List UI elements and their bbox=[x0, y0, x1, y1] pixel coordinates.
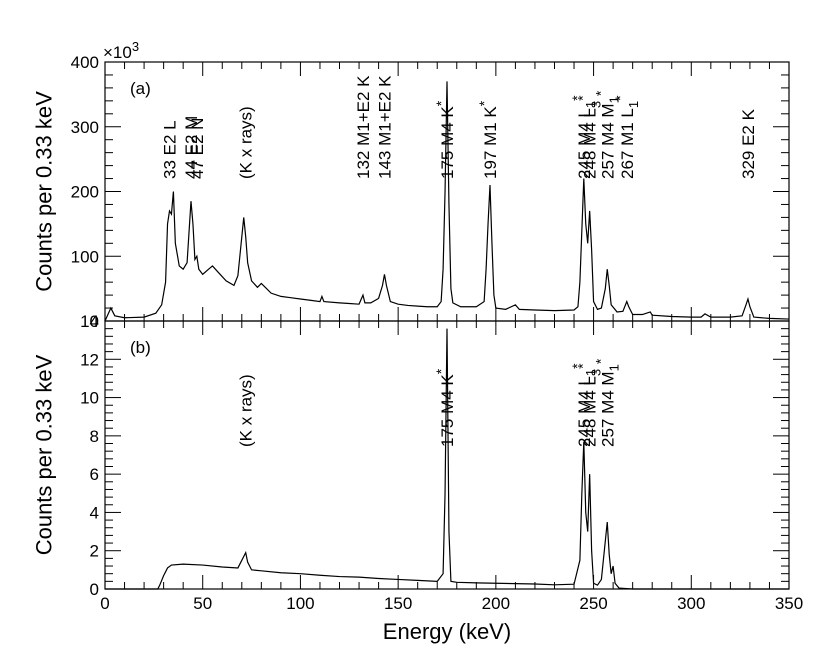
peak-label: 245 M4 L1* bbox=[569, 95, 598, 179]
y-tick-label: 4 bbox=[90, 503, 99, 522]
panel-b-frame bbox=[104, 320, 790, 590]
peak-label: (K x rays) bbox=[237, 106, 256, 179]
x-tick-label: 150 bbox=[384, 594, 412, 613]
axis-multiplier: ×103 bbox=[103, 39, 139, 62]
peak-label: 257 M4 M1* bbox=[592, 358, 621, 447]
y-tick-label: 10 bbox=[80, 389, 99, 408]
peak-label: 175 M4 K* bbox=[433, 368, 457, 447]
y-tick-label: 0 bbox=[90, 580, 99, 599]
y-tick-label: 8 bbox=[90, 427, 99, 446]
peak-label: 175 M4 K* bbox=[433, 100, 457, 179]
y-tick-label: 14 bbox=[80, 312, 99, 331]
peak-label: 47 E2 N bbox=[188, 118, 207, 179]
x-tick-label: 350 bbox=[775, 594, 803, 613]
panel-a-y-axis-title: Counts per 0.33 keV bbox=[32, 91, 57, 292]
peak-label: 44 E2 M bbox=[182, 116, 201, 179]
peak-label: 267 M1 L1* bbox=[612, 95, 641, 179]
panel-a-tag: (a) bbox=[130, 79, 151, 98]
peak-label: 257 M4 M1* bbox=[592, 90, 621, 179]
peak-label: 197 M1 K* bbox=[476, 100, 500, 179]
peak-label: 248 M4 L3* bbox=[575, 363, 604, 447]
y-tick-label: 12 bbox=[80, 350, 99, 369]
y-tick-label: 300 bbox=[71, 118, 99, 137]
x-axis-title: Energy (keV) bbox=[383, 619, 511, 644]
x-tick-label: 200 bbox=[482, 594, 510, 613]
peak-label: 248 M4 L3* bbox=[575, 95, 604, 179]
y-tick-label: 100 bbox=[71, 247, 99, 266]
spectrum-line-a bbox=[104, 81, 790, 322]
x-tick-label: 0 bbox=[100, 594, 109, 613]
y-tick-label: 6 bbox=[90, 465, 99, 484]
peak-label: 245 M4 L1* bbox=[569, 363, 598, 447]
x-tick-label: 250 bbox=[579, 594, 607, 613]
x-tick-label: 50 bbox=[193, 594, 212, 613]
peak-label: 132 M1+E2 K bbox=[354, 75, 373, 179]
spectrum-line-b bbox=[105, 328, 789, 590]
x-tick-label: 100 bbox=[286, 594, 314, 613]
panel-b-y-axis-title: Counts per 0.33 keV bbox=[32, 354, 57, 555]
peak-label: 143 M1+E2 K bbox=[375, 75, 394, 179]
peak-label: 33 E2 L bbox=[160, 120, 179, 179]
y-tick-label: 2 bbox=[90, 542, 99, 561]
panel-b-tag: (b) bbox=[130, 338, 151, 357]
x-tick-label: 300 bbox=[677, 594, 705, 613]
y-tick-label: 400 bbox=[71, 53, 99, 72]
y-tick-label: 0 bbox=[90, 312, 99, 331]
panel-a: (a) ×103 Counts per 0.33 keV 0 100 200 300 4… bbox=[32, 39, 790, 331]
peak-label: 329 E2 K bbox=[739, 108, 758, 179]
peak-label: (K x rays) bbox=[237, 374, 256, 447]
y-tick-label: 200 bbox=[71, 183, 99, 202]
panel-b: (b) Counts per 0.33 keV Energy (keV) 0 50… bbox=[32, 312, 803, 644]
